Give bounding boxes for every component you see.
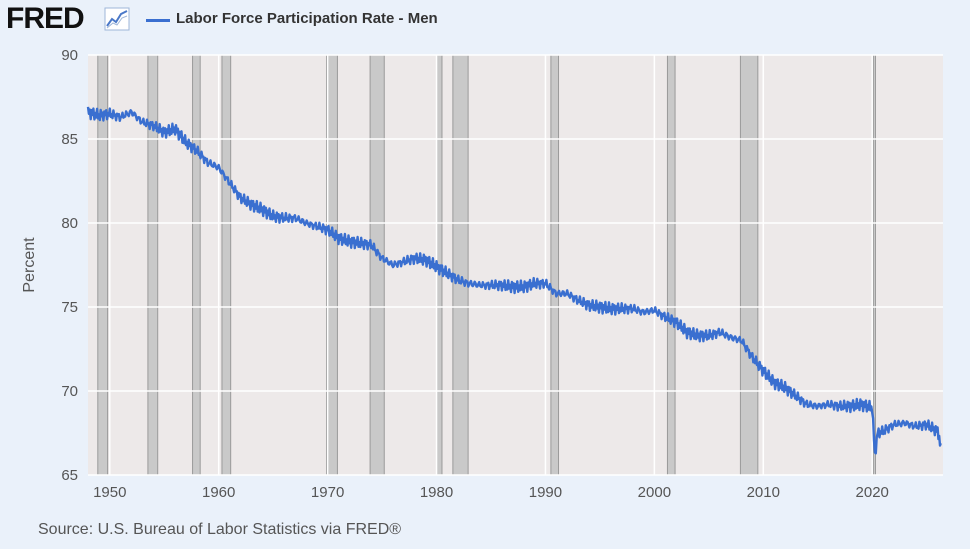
header: FRED Labor Force Participation Rate - Me…: [0, 0, 970, 40]
plot-area: [88, 55, 943, 475]
x-tick-label: 1990: [529, 484, 562, 501]
y-tick-label: 90: [61, 47, 78, 64]
y-tick-label: 65: [61, 467, 78, 484]
recession-band: [872, 54, 876, 476]
legend-label: Labor Force Participation Rate - Men: [176, 10, 438, 27]
x-tick-label: 1970: [311, 484, 344, 501]
recession-band: [221, 54, 232, 476]
y-tick-label: 70: [61, 383, 78, 400]
x-tick-label: 1950: [93, 484, 126, 501]
line-chart: 65 70 75 80 85 90 1950 1960 1970 1980 1990 2000 2010…: [21, 47, 943, 501]
y-tick-label: 80: [61, 215, 78, 232]
recession-band: [369, 54, 385, 476]
recession-band: [452, 54, 469, 476]
recession-band: [147, 54, 159, 476]
recession-band: [192, 54, 201, 476]
y-tick-label: 75: [61, 299, 78, 316]
y-tick-label: 85: [61, 131, 78, 148]
x-tick-label: 1980: [420, 484, 453, 501]
recession-band: [666, 54, 676, 476]
y-axis-label: Percent: [21, 237, 38, 293]
legend-swatch: [146, 19, 170, 22]
series-line: [86, 106, 942, 455]
line-chart-icon: [104, 7, 130, 31]
x-tick-label: 2020: [856, 484, 889, 501]
recession-band: [739, 54, 759, 476]
source-note: Source: U.S. Bureau of Labor Statistics …: [38, 521, 402, 538]
fred-logo: FRED: [6, 2, 85, 35]
x-tick-label: 1960: [202, 484, 235, 501]
x-tick-label: 2000: [638, 484, 671, 501]
recession-band: [550, 54, 560, 476]
x-tick-label: 2010: [747, 484, 780, 501]
